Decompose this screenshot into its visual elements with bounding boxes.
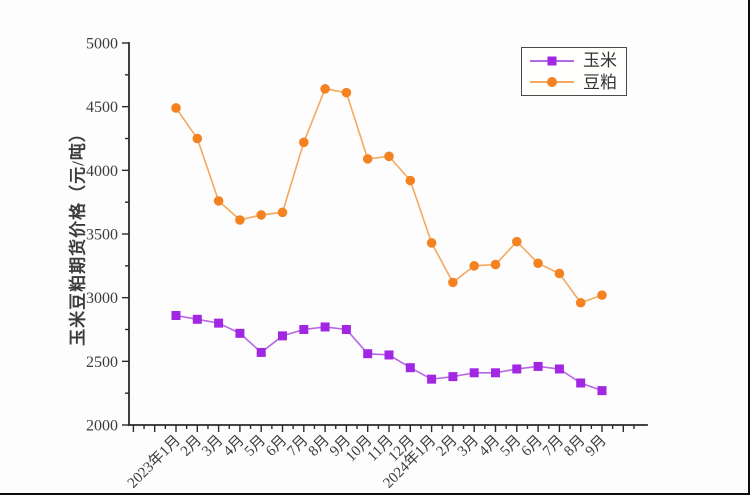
soybean-meal-line-marker-sample [530,77,574,88]
soybean-meal-data-point [192,133,203,144]
legend-label-soybean-meal: 豆粕 [583,72,617,92]
x-tick-label: 9月 [583,433,610,460]
corn-data-point [554,364,564,374]
corn-data-point [235,328,245,338]
soybean-meal-data-point [362,154,373,164]
y-tick-label: 2000 [86,418,118,435]
soybean-meal-data-point [575,297,586,308]
series-corn [171,310,607,396]
soybean-meal-data-point [320,84,330,94]
soybean-meal-data-point [426,238,437,248]
soybean-meal-data-point [341,87,352,98]
axes [128,42,648,426]
corn-data-point [512,364,522,374]
corn-data-point [256,347,266,357]
corn-data-point [384,350,394,360]
corn-data-point [469,368,479,378]
corn-data-point [576,378,586,388]
y-tick-label: 4000 [86,163,118,180]
y-tick-label: 3000 [86,290,118,307]
corn-data-point [278,331,287,341]
y-tick-label: 3500 [86,227,118,244]
soybean-meal-data-point [235,215,245,225]
soybean-meal-data-point [171,103,181,113]
soybean-meal-data-point [256,210,267,220]
soybean-meal-data-point [405,175,416,186]
corn-data-point [214,318,224,328]
y-tick-label: 5000 [86,36,118,53]
soybean-meal-data-point [384,151,394,162]
corn-data-point [405,363,415,373]
corn-data-point [363,349,373,359]
soybean-meal-data-point [533,258,543,269]
soybean-meal-data-point [490,259,501,270]
soybean-meal-circle-marker-icon [547,77,557,88]
soybean-meal-data-point [554,268,565,279]
corn-data-point [320,322,330,332]
corn-data-point [299,325,309,334]
corn-data-point [491,368,500,378]
corn-data-point [192,314,202,324]
corn-data-point [448,372,458,382]
corn-square-marker-icon [547,56,557,66]
legend-item-soybean-meal: 豆粕 [530,74,620,91]
legend: 玉米 豆粕 [521,47,627,96]
soybean-meal-data-point [597,290,607,300]
soybean-meal-data-point [448,277,458,288]
soybean-meal-data-point [299,137,309,148]
y-tick-label: 2500 [86,354,118,371]
x-axis: 2023年1月2月3月4月5月6月7月8月9月10月11月12月2024年1月2… [124,425,635,492]
corn-data-point [171,310,181,320]
soybean-meal-data-point [277,207,288,218]
legend-label-corn: 玉米 [583,51,617,71]
soybean-meal-data-point [469,261,480,271]
corn-data-point [427,374,437,384]
series-soybean-meal [171,84,607,308]
corn-data-point [597,386,607,396]
y-axis-title: 玉米豆粕期货价格（元/吨） [68,124,88,346]
corn-line-marker-sample [530,56,574,66]
legend-item-corn: 玉米 [530,52,620,69]
y-tick-label: 4500 [86,99,118,116]
soybean-meal-data-point [512,236,522,247]
soybean-meal-data-point [213,196,224,206]
corn-data-point [341,325,351,334]
y-axis: 2000 2500 3000 3500 4000 4500 5000 [86,36,129,435]
soybean-meal-line [175,87,603,304]
corn-data-point [533,361,543,371]
x-tick-label: 2023年1月 [124,432,184,492]
